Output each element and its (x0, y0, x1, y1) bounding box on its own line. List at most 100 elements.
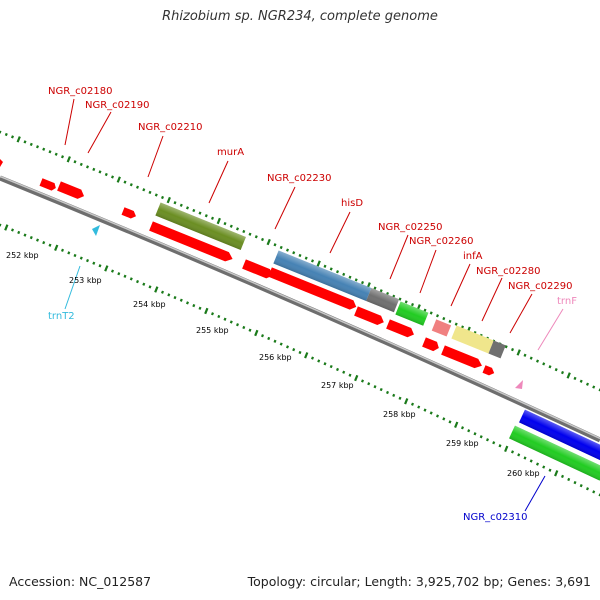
minor-tick (248, 328, 252, 332)
minor-tick (48, 150, 52, 154)
minor-tick (410, 302, 415, 307)
minor-tick (92, 167, 96, 172)
gene-label-hisD[interactable]: hisD (341, 198, 363, 209)
map-title: Rhizobium sp. NGR234, complete genome (162, 9, 438, 24)
gene-label-NGR_c02210[interactable]: NGR_c02210 (138, 122, 203, 133)
gene-label-trnT2[interactable]: trnT2 (48, 311, 75, 322)
minor-tick (423, 308, 427, 312)
minor-tick (279, 245, 283, 250)
minor-tick (342, 272, 346, 276)
minor-tick (285, 248, 290, 252)
minor-tick (442, 316, 446, 321)
gene-label-murA[interactable]: murA (217, 147, 244, 158)
minor-tick (267, 336, 271, 341)
gene-arrow-murA[interactable] (149, 221, 234, 263)
minor-tick (310, 259, 315, 263)
minor-tick (92, 261, 96, 265)
leader-NGR_c02310 (524, 475, 546, 512)
gene-bar-NGR_c02280[interactable] (451, 325, 494, 354)
major-tick (266, 238, 271, 246)
gene-label-NGR_c02230[interactable]: NGR_c02230 (267, 173, 332, 184)
gene-label-infA[interactable]: infA (463, 251, 483, 262)
minor-tick (85, 165, 90, 169)
minor-tick (217, 314, 221, 319)
minor-tick (85, 258, 90, 263)
scale-tick-label: 257 kbp (321, 381, 354, 390)
leader-NGR_c02210 (147, 135, 164, 178)
minor-tick (98, 264, 102, 268)
gene-arrow-NGR_c02180[interactable] (39, 178, 58, 191)
gene-label-NGR_c02290[interactable]: NGR_c02290 (508, 281, 573, 292)
trna-marker-trnT2[interactable] (92, 225, 100, 236)
minor-tick (173, 295, 177, 300)
genome-backbone-highlight (0, 175, 600, 440)
minor-tick (229, 320, 233, 324)
minor-tick (573, 376, 577, 381)
major-tick (104, 265, 109, 272)
gene-label-NGR_c02310[interactable]: NGR_c02310 (463, 512, 528, 523)
minor-tick (35, 145, 40, 149)
gene-arrow-hisD[interactable] (268, 267, 358, 311)
minor-tick (329, 267, 333, 271)
gene-label-NGR_c02180[interactable]: NGR_c02180 (48, 86, 113, 97)
minor-tick (210, 312, 215, 316)
minor-tick (492, 441, 496, 445)
minor-tick (517, 453, 521, 457)
minor-tick (42, 147, 46, 151)
leader-NGR_c02290 (509, 293, 533, 334)
gene-label-NGR_c02280[interactable]: NGR_c02280 (476, 266, 541, 277)
minor-tick (223, 317, 227, 321)
minor-tick (442, 417, 446, 421)
gene-label-NGR_c02190[interactable]: NGR_c02190 (85, 100, 150, 111)
minor-tick (398, 396, 402, 400)
gene-arrow-NGR_c02280[interactable] (441, 345, 484, 370)
minor-tick (73, 160, 77, 164)
minor-tick (567, 477, 571, 482)
minor-tick (298, 350, 302, 355)
minor-tick (448, 319, 452, 324)
minor-tick (0, 223, 2, 227)
minor-tick (598, 388, 600, 392)
leader-NGR_c02190 (87, 111, 112, 154)
minor-tick (223, 221, 227, 226)
leader-NGR_c02250 (389, 234, 409, 280)
leader-NGR_c02260 (419, 249, 437, 294)
gene-arrow-NGR_c02210[interactable] (121, 207, 138, 220)
gene-arrow-infA[interactable] (422, 337, 441, 352)
trna-marker-trnF[interactable] (515, 380, 523, 389)
minor-tick (435, 314, 440, 318)
minor-tick (179, 203, 183, 207)
gene-arrow[interactable] (0, 159, 3, 167)
gene-label-NGR_c02250[interactable]: NGR_c02250 (378, 222, 443, 233)
minor-tick (185, 206, 190, 210)
major-tick (316, 260, 321, 267)
minor-tick (292, 348, 296, 352)
minor-tick (10, 135, 15, 139)
minor-tick (117, 272, 121, 276)
minor-tick (254, 235, 258, 239)
gene-arrow-NGR_c02190[interactable] (57, 181, 86, 200)
minor-tick (279, 342, 283, 346)
minor-tick (260, 237, 265, 242)
major-tick (354, 374, 359, 382)
gene-arrow-NGR_c02290[interactable] (482, 365, 496, 377)
minor-tick (4, 132, 8, 137)
gene-arrow-NGR_c02250[interactable] (354, 306, 386, 327)
gene-label-trnF[interactable]: trnF (557, 296, 577, 307)
minor-tick (298, 253, 302, 258)
minor-tick (479, 435, 483, 439)
major-tick (404, 398, 409, 405)
minor-tick (204, 214, 208, 218)
minor-tick (154, 193, 158, 197)
gene-arrow-NGR_c02230[interactable] (242, 259, 274, 280)
minor-tick (110, 175, 115, 179)
inner-tick-track (0, 223, 600, 497)
gene-label-NGR_c02260[interactable]: NGR_c02260 (409, 236, 474, 247)
gene-arrow-NGR_c02260[interactable] (386, 319, 416, 339)
scale-label-layer: 252 kbp 253 kbp 254 kbp 255 kbp 256 kbp … (6, 251, 540, 478)
minor-tick (485, 438, 490, 442)
minor-tick (160, 195, 165, 200)
gene-bar-infA[interactable] (431, 319, 452, 337)
major-tick (116, 176, 121, 183)
minor-tick (129, 183, 133, 187)
